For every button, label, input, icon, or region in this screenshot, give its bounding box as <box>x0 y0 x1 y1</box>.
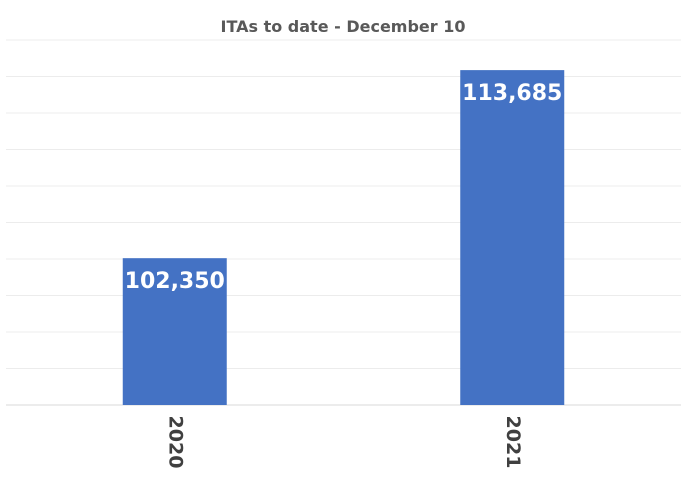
x-axis-tick-labels: 2020 2021 <box>164 416 524 469</box>
x-tick-label-2020: 2020 <box>164 416 186 469</box>
data-label-2021: 113,685 <box>462 81 562 106</box>
data-label-2020: 102,350 <box>125 269 225 294</box>
chart-title: ITAs to date - December 10 <box>220 17 465 36</box>
data-labels: 102,350 113,685 <box>125 81 563 294</box>
bar-2021 <box>460 70 565 406</box>
x-tick-label-2021: 2021 <box>502 416 524 469</box>
gridlines <box>6 39 681 406</box>
bars <box>122 70 565 406</box>
bar-2020 <box>122 258 227 405</box>
